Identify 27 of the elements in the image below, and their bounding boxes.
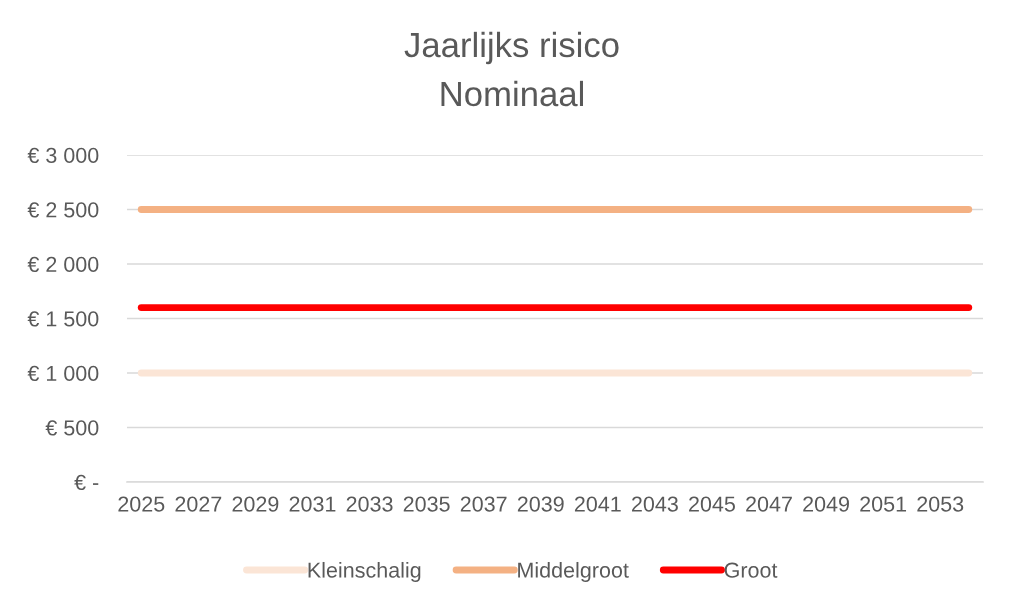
x-tick-label: 2037 [460,496,507,512]
y-tick-label: € 1 000 [27,365,99,382]
y-tick-label: € 500 [45,420,99,436]
x-tick-label: 2035 [403,496,450,512]
x-tick-label: 2029 [232,496,279,512]
x-tick-label: 2049 [803,496,849,512]
x-tick-label: 2051 [860,496,907,512]
x-tick-label: 2053 [917,496,964,512]
legend-label: Groot [724,562,778,578]
legend-label: Kleinschalig [308,561,421,583]
x-tick-label: 2041 [574,496,621,512]
chart-subtitle: Nominaal [441,80,584,107]
x-tick-label: 2033 [346,496,393,512]
x-tick-label: 2027 [175,496,222,512]
y-tick-label: € 3 000 [27,147,99,164]
y-tick-label: € 2 500 [27,202,99,218]
y-tick-label: € 2 000 [27,256,99,273]
y-tick-label: € 1 500 [27,311,99,327]
x-tick-label: 2045 [689,496,735,512]
x-tick-label: 2047 [746,496,792,512]
legend-label: Middelgroot [518,561,629,583]
x-tick-label: 2025 [118,496,165,512]
x-tick-label: 2031 [289,496,336,512]
chart-title: Jaarlijks risico [404,31,619,65]
x-tick-label: 2043 [632,496,678,512]
x-tick-label: 2039 [517,496,564,512]
y-tick-label: € - [74,474,99,491]
